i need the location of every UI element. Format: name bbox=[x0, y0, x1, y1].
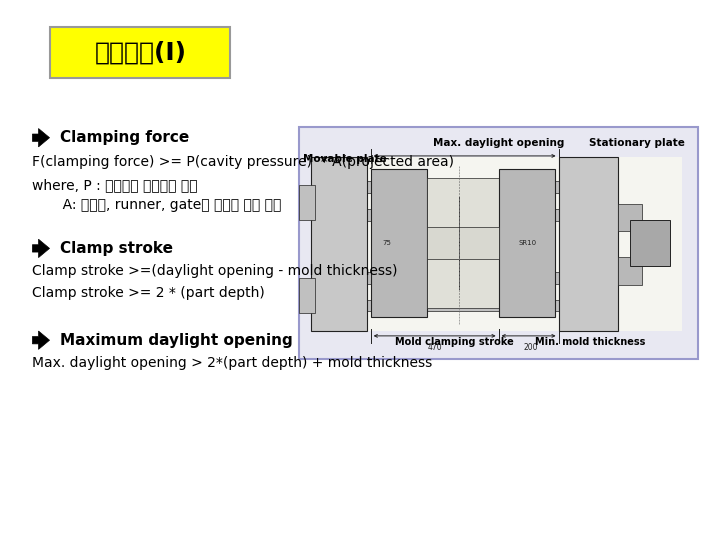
Text: Movable plate: Movable plate bbox=[303, 154, 387, 164]
Text: 75: 75 bbox=[382, 240, 391, 246]
Text: 470: 470 bbox=[428, 343, 442, 352]
Bar bbox=[299, 185, 315, 220]
Text: where, P : 수지마다 다른값을 가짘: where, P : 수지마다 다른값을 가짘 bbox=[32, 178, 198, 192]
Polygon shape bbox=[32, 129, 50, 147]
Text: Max. daylight opening: Max. daylight opening bbox=[433, 138, 564, 148]
Text: 200: 200 bbox=[523, 343, 538, 352]
Bar bbox=[311, 272, 614, 284]
Bar bbox=[371, 168, 427, 318]
Bar bbox=[299, 127, 698, 359]
Text: Clamp stroke: Clamp stroke bbox=[60, 241, 173, 256]
Text: Min. mold thickness: Min. mold thickness bbox=[536, 336, 646, 347]
Text: SR10: SR10 bbox=[518, 240, 536, 246]
Text: A: 성형품, runner, gate의 면적을 모두 포함: A: 성형품, runner, gate의 면적을 모두 포함 bbox=[32, 198, 282, 212]
Text: 금형일반(I): 금형일반(I) bbox=[94, 40, 186, 65]
Bar bbox=[299, 278, 315, 313]
Bar bbox=[427, 227, 498, 259]
Bar bbox=[559, 157, 618, 331]
Bar bbox=[50, 27, 230, 78]
Text: Max. daylight opening > 2*(part depth) + mold thickness: Max. daylight opening > 2*(part depth) +… bbox=[32, 356, 433, 370]
Bar bbox=[427, 178, 498, 308]
Bar bbox=[311, 181, 614, 193]
Bar bbox=[315, 157, 683, 331]
Text: Maximum daylight opening: Maximum daylight opening bbox=[60, 333, 292, 348]
Bar bbox=[311, 300, 614, 312]
Bar bbox=[498, 168, 554, 318]
Text: F(clamping force) >= P(cavity pressure)  * A(projected area): F(clamping force) >= P(cavity pressure) … bbox=[32, 155, 454, 169]
Polygon shape bbox=[32, 331, 50, 349]
Text: Clamping force: Clamping force bbox=[60, 130, 189, 145]
Text: Clamp stroke >=(daylight opening - mold thickness): Clamp stroke >=(daylight opening - mold … bbox=[32, 264, 398, 278]
Bar bbox=[311, 210, 614, 221]
Bar bbox=[631, 220, 670, 266]
Text: Mold clamping stroke: Mold clamping stroke bbox=[395, 336, 514, 347]
Bar bbox=[311, 157, 366, 331]
Bar bbox=[618, 257, 642, 285]
Bar bbox=[618, 204, 642, 231]
Text: Clamp stroke >= 2 * (part depth): Clamp stroke >= 2 * (part depth) bbox=[32, 286, 265, 300]
Polygon shape bbox=[32, 239, 50, 258]
Text: Stationary plate: Stationary plate bbox=[588, 138, 685, 148]
